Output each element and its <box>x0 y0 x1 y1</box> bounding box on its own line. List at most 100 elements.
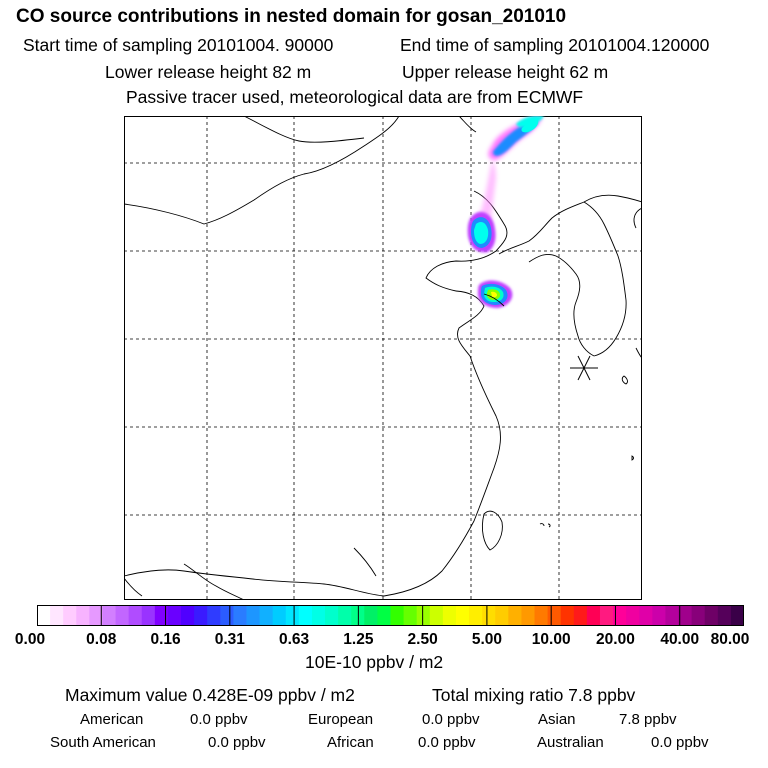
release-upper: Upper release height 62 m <box>402 62 609 82</box>
colorbar-swatch <box>207 605 221 626</box>
region-name: European <box>308 711 374 728</box>
colorbar-swatch <box>233 605 248 626</box>
colorbar-swatch <box>311 605 326 626</box>
colorbar-swatch <box>403 605 418 626</box>
map-panel <box>124 116 642 600</box>
border-line <box>458 116 477 133</box>
colorbar-swatch <box>495 605 509 626</box>
colorbar-swatch <box>429 605 444 626</box>
colorbar-swatch <box>508 605 523 626</box>
colorbar-swatch <box>154 605 169 626</box>
coastline <box>528 253 595 357</box>
colorbar-swatch <box>89 605 104 626</box>
region-name: African <box>327 734 374 751</box>
colorbar-swatch <box>285 605 300 626</box>
sampling-start: Start time of sampling 20101004. 90000 <box>23 35 334 55</box>
colorbar-swatch <box>717 605 732 626</box>
receptor-marker <box>570 355 598 381</box>
coastline <box>635 347 642 359</box>
colorbar-swatch <box>115 605 130 626</box>
border-line <box>498 201 585 255</box>
colorbar-tick-label: 0.16 <box>150 631 181 648</box>
coastline <box>383 355 501 597</box>
coastline <box>124 569 385 597</box>
total-mixing-ratio: Total mixing ratio 7.8 ppbv <box>432 685 636 705</box>
region-value: 0.0 ppbv <box>422 711 480 728</box>
colorbar-swatch <box>272 605 287 626</box>
region-name: Australian <box>537 734 604 751</box>
plume-contour <box>474 222 489 244</box>
colorbar-swatch <box>181 605 195 626</box>
colorbar-swatch <box>613 605 627 626</box>
colorbar-swatch <box>390 605 405 626</box>
colorbar-tick-label: 0.63 <box>278 631 310 648</box>
colorbar-swatch <box>246 605 261 626</box>
border-line <box>124 577 143 597</box>
colorbar-tick-label: 20.00 <box>596 631 635 648</box>
colorbar-swatch <box>626 605 640 626</box>
island <box>539 523 545 527</box>
colorbar-tick-label: 40.00 <box>660 631 700 648</box>
plot-title: CO source contributions in nested domain… <box>16 6 567 27</box>
coastline <box>483 293 505 307</box>
colorbar-swatch <box>167 605 182 626</box>
border-line <box>183 563 245 600</box>
colorbar-tick-label: 2.50 <box>407 631 438 648</box>
island <box>631 455 634 461</box>
colorbar-svg <box>37 605 745 626</box>
colorbar-swatch <box>141 605 156 626</box>
colorbar-swatch <box>652 605 667 626</box>
colorbar-swatch <box>678 605 693 626</box>
colorbar-swatch <box>338 605 352 626</box>
plume-contours <box>467 116 544 308</box>
region-name: South American <box>50 734 156 751</box>
colorbar-swatch <box>364 605 378 626</box>
colorbar-swatch <box>560 605 575 626</box>
colorbar-swatch <box>547 605 562 626</box>
maximum-value: Maximum value 0.428E-09 ppbv / m2 <box>65 685 355 705</box>
colorbar-frame <box>37 605 744 626</box>
colorbar-swatch <box>455 605 470 626</box>
colorbar-swatch <box>194 605 208 626</box>
colorbar-swatch <box>325 605 339 626</box>
region-value: 0.0 ppbv <box>190 711 248 728</box>
colorbar-swatch <box>220 605 234 626</box>
colorbar-swatch <box>63 605 77 626</box>
colorbar-swatch <box>128 605 143 626</box>
coastline <box>633 207 642 229</box>
coastlines-borders <box>124 116 642 600</box>
colorbar-swatch <box>76 605 90 626</box>
colorbar-swatch <box>377 605 392 626</box>
border-line <box>353 547 377 577</box>
coastline <box>425 250 497 292</box>
tracer-note: Passive tracer used, meteorological data… <box>126 87 584 107</box>
sampling-end: End time of sampling 20101004.120000 <box>400 35 710 55</box>
colorbar-swatch <box>482 605 496 626</box>
island <box>547 523 551 528</box>
colorbar-swatch <box>298 605 313 626</box>
colorbar-swatch <box>691 605 706 626</box>
region-name: Asian <box>538 711 576 728</box>
colorbar-swatch <box>442 605 457 626</box>
colorbar-swatch <box>37 605 51 626</box>
border-line <box>124 116 400 225</box>
colorbar-swatch <box>259 605 274 626</box>
region-value: 0.0 ppbv <box>208 734 266 751</box>
colorbar-tick-label: 1.25 <box>343 631 374 648</box>
colorbar-swatch <box>469 605 483 626</box>
colorbar-swatch <box>521 605 536 626</box>
colorbar-swatch <box>50 605 64 626</box>
colorbar-tick-label: 80.00 <box>710 631 750 648</box>
island <box>481 510 503 551</box>
region-name: American <box>80 711 144 728</box>
colorbar-swatch <box>586 605 601 626</box>
colorbar-swatch <box>704 605 719 626</box>
colorbar-swatch <box>416 605 431 626</box>
border-line <box>243 116 365 143</box>
grid-lines <box>124 116 642 600</box>
coastline <box>583 201 627 357</box>
island <box>621 375 628 385</box>
colorbar-swatch <box>573 605 588 626</box>
release-lower: Lower release height 82 m <box>105 62 312 82</box>
colorbar-swatch <box>639 605 653 626</box>
